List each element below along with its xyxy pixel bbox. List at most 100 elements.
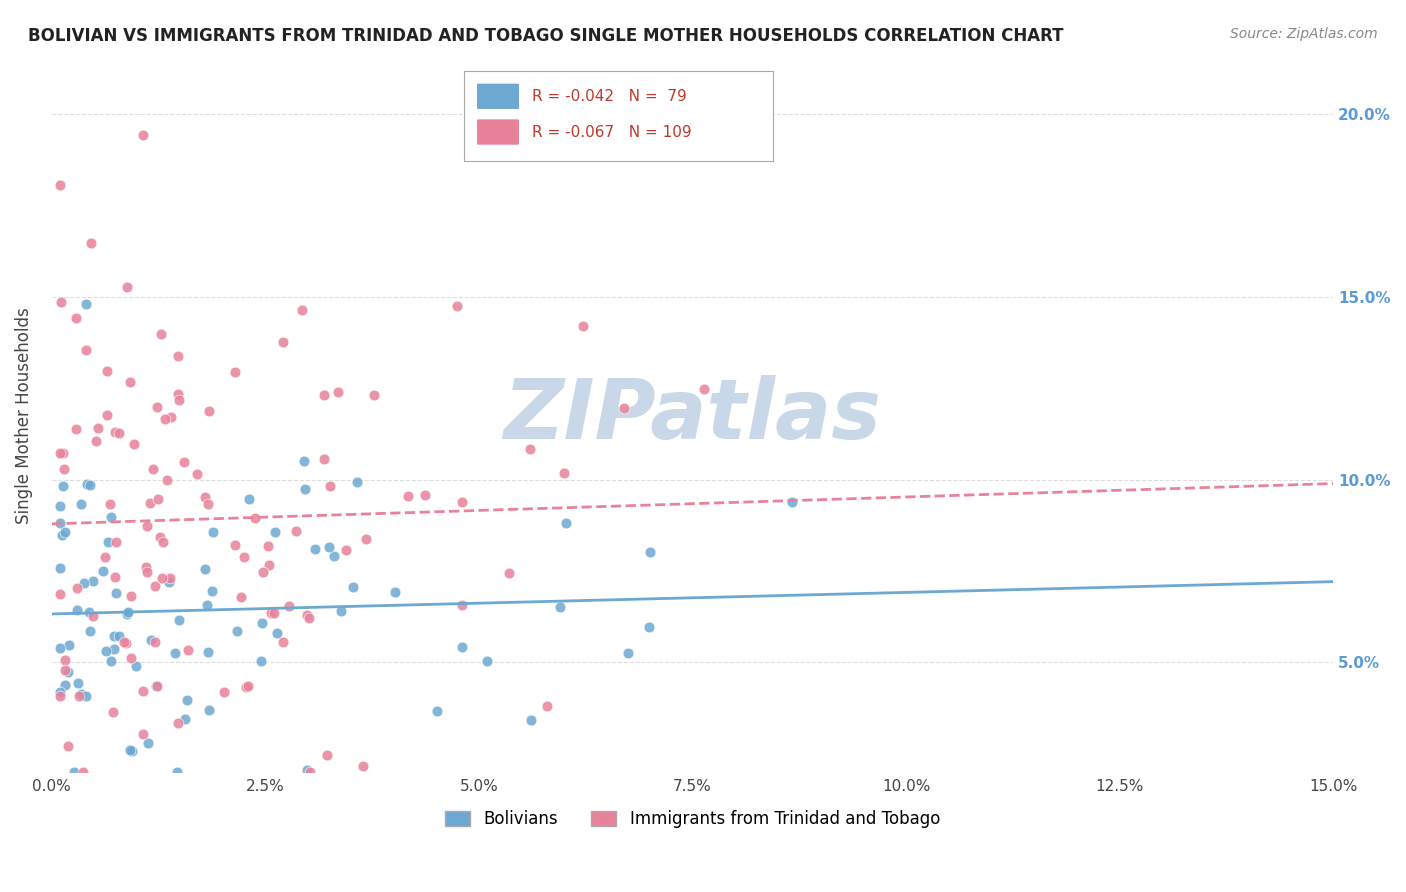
- Point: [226, 624, 249, 638]
- Point: [49, 499, 72, 513]
- Point: [115, 280, 138, 294]
- Point: [136, 518, 159, 533]
- Point: [318, 540, 340, 554]
- Point: [104, 570, 127, 584]
- Point: [53, 663, 76, 677]
- Point: [115, 607, 138, 621]
- Point: [49, 685, 72, 699]
- Point: [197, 645, 219, 659]
- Point: [139, 496, 162, 510]
- Point: [145, 679, 167, 693]
- Point: [194, 562, 217, 576]
- Point: [96, 409, 118, 423]
- Point: [148, 530, 170, 544]
- Point: [117, 605, 139, 619]
- Point: [104, 425, 127, 439]
- Point: [271, 635, 294, 649]
- Point: [125, 658, 148, 673]
- Point: [97, 535, 120, 549]
- Point: [292, 454, 315, 468]
- Point: [122, 437, 145, 451]
- Point: [299, 765, 322, 780]
- Point: [613, 401, 636, 415]
- Point: [277, 599, 299, 614]
- Point: [52, 479, 75, 493]
- Point: [637, 620, 659, 634]
- Point: [152, 535, 174, 549]
- Point: [451, 640, 474, 654]
- Point: [326, 385, 349, 400]
- FancyBboxPatch shape: [477, 83, 520, 110]
- Point: [693, 382, 716, 396]
- Point: [112, 634, 135, 648]
- Point: [76, 476, 98, 491]
- Point: [69, 497, 91, 511]
- Point: [312, 388, 335, 402]
- Text: Source: ZipAtlas.com: Source: ZipAtlas.com: [1230, 27, 1378, 41]
- Point: [49, 516, 72, 530]
- Point: [115, 636, 138, 650]
- Point: [477, 654, 499, 668]
- Point: [245, 511, 267, 525]
- Point: [145, 679, 167, 693]
- Point: [143, 579, 166, 593]
- Point: [426, 704, 449, 718]
- Point: [197, 599, 219, 613]
- Point: [295, 608, 318, 623]
- Point: [450, 495, 472, 509]
- Point: [101, 706, 124, 720]
- Point: [224, 365, 246, 379]
- Point: [572, 319, 595, 334]
- Point: [304, 542, 326, 557]
- Point: [65, 311, 87, 326]
- Point: [342, 580, 364, 594]
- Point: [167, 613, 190, 627]
- Y-axis label: Single Mother Households: Single Mother Households: [15, 308, 32, 524]
- Point: [352, 759, 374, 773]
- Point: [149, 326, 172, 341]
- Point: [157, 575, 180, 590]
- Point: [235, 680, 257, 694]
- Point: [49, 640, 72, 655]
- Point: [56, 665, 79, 679]
- Point: [67, 689, 90, 703]
- Point: [86, 421, 108, 435]
- Point: [80, 235, 103, 250]
- Point: [138, 736, 160, 750]
- Point: [66, 675, 89, 690]
- Point: [356, 533, 378, 547]
- Point: [229, 590, 252, 604]
- Point: [782, 495, 804, 509]
- Point: [335, 542, 357, 557]
- Point: [65, 422, 87, 436]
- Point: [118, 375, 141, 389]
- Point: [143, 635, 166, 649]
- Point: [58, 638, 80, 652]
- Point: [298, 611, 321, 625]
- Point: [118, 742, 141, 756]
- Point: [451, 598, 474, 612]
- Point: [176, 643, 198, 657]
- Point: [295, 763, 318, 777]
- Point: [200, 584, 222, 599]
- Point: [197, 497, 219, 511]
- Point: [100, 654, 122, 668]
- Point: [198, 703, 221, 717]
- Point: [142, 461, 165, 475]
- Point: [316, 748, 339, 763]
- Point: [49, 178, 72, 192]
- Point: [346, 475, 368, 489]
- Text: BOLIVIAN VS IMMIGRANTS FROM TRINIDAD AND TOBAGO SINGLE MOTHER HOUSEHOLDS CORRELA: BOLIVIAN VS IMMIGRANTS FROM TRINIDAD AND…: [28, 27, 1063, 45]
- Point: [132, 128, 155, 142]
- Point: [553, 466, 575, 480]
- Point: [49, 689, 72, 703]
- Text: ZIPatlas: ZIPatlas: [503, 376, 882, 457]
- Point: [260, 606, 283, 620]
- Point: [271, 334, 294, 349]
- Point: [49, 561, 72, 575]
- Point: [363, 388, 385, 402]
- Point: [555, 516, 578, 530]
- Point: [139, 633, 162, 648]
- Point: [396, 489, 419, 503]
- Point: [51, 528, 73, 542]
